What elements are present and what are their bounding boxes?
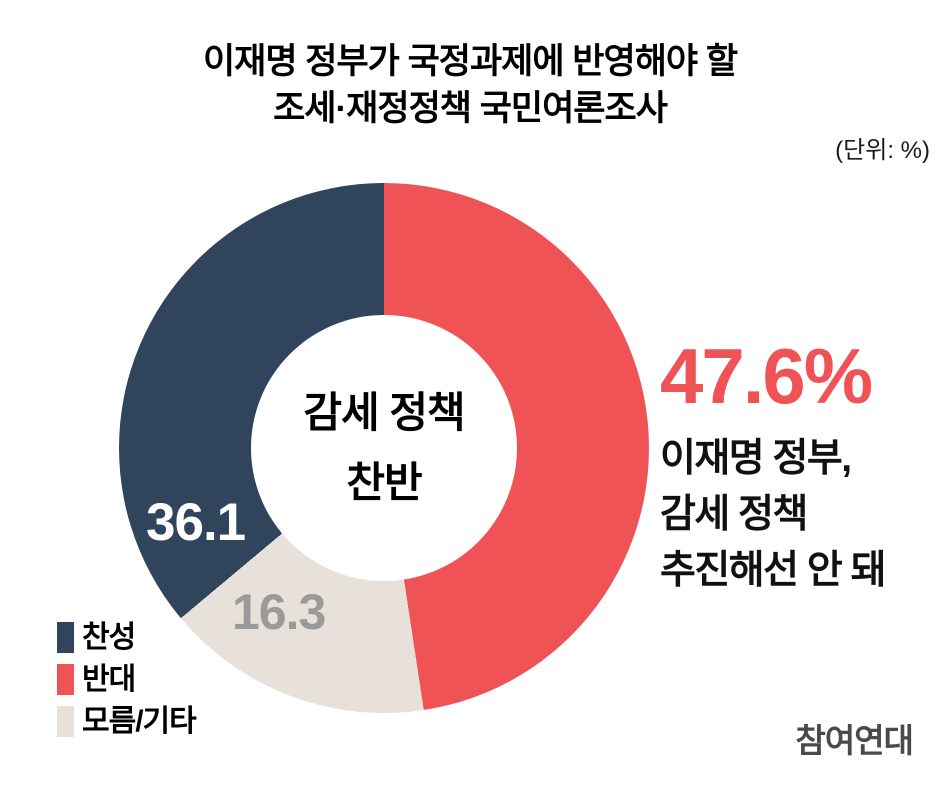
donut-chart: 감세 정책 찬반: [119, 183, 649, 713]
chart-title: 이재명 정부가 국정과제에 반영해야 할 조세·재정정책 국민여론조사: [0, 38, 940, 132]
legend-swatch-bandae: [57, 664, 74, 695]
legend-swatch-chanseong: [57, 622, 74, 653]
chamyeoyeondae-logo: 참여연대: [795, 722, 914, 759]
legend-label-moreum-gita: 모름/기타: [82, 704, 197, 738]
legend-item-moreum-gita: 모름/기타: [57, 704, 197, 738]
oppose-annotation-value: 47.6%: [660, 332, 873, 420]
legend-label-bandae: 반대: [82, 662, 136, 696]
oppose-annotation-line2: 감세 정책: [660, 493, 808, 536]
legend-label-chanseong: 찬성: [82, 620, 136, 654]
donut-center-label: 감세 정책 찬반: [303, 378, 465, 518]
legend-item-chanseong: 찬성: [57, 622, 196, 653]
slice-value-chanseong: 36.1: [146, 493, 246, 552]
legend: 찬성 반대 모름/기타: [57, 622, 197, 748]
oppose-annotation: 47.6% 이재명 정부, 감세 정책 추진해선 안 돼: [660, 337, 940, 599]
legend-item-bandae: 반대: [57, 664, 196, 695]
oppose-annotation-line1: 이재명 정부,: [660, 437, 852, 480]
unit-label: (단위: %): [835, 137, 930, 164]
legend-swatch-moreum-gita: [57, 706, 74, 737]
oppose-annotation-line3: 추진해선 안 돼: [660, 549, 886, 592]
donut-center-label-line1: 감세 정책: [303, 389, 465, 436]
chart-title-line2: 조세·재정정책 국민여론조사: [273, 89, 668, 128]
oppose-annotation-desc: 이재명 정부, 감세 정책 추진해선 안 돼: [660, 431, 940, 599]
slice-value-moreum-gita: 16.3: [232, 584, 326, 640]
donut-center-label-line2: 찬반: [346, 459, 422, 506]
chart-title-line1: 이재명 정부가 국정과제에 반영해야 할: [202, 42, 738, 81]
donut-hole: 감세 정책 찬반: [251, 315, 517, 581]
